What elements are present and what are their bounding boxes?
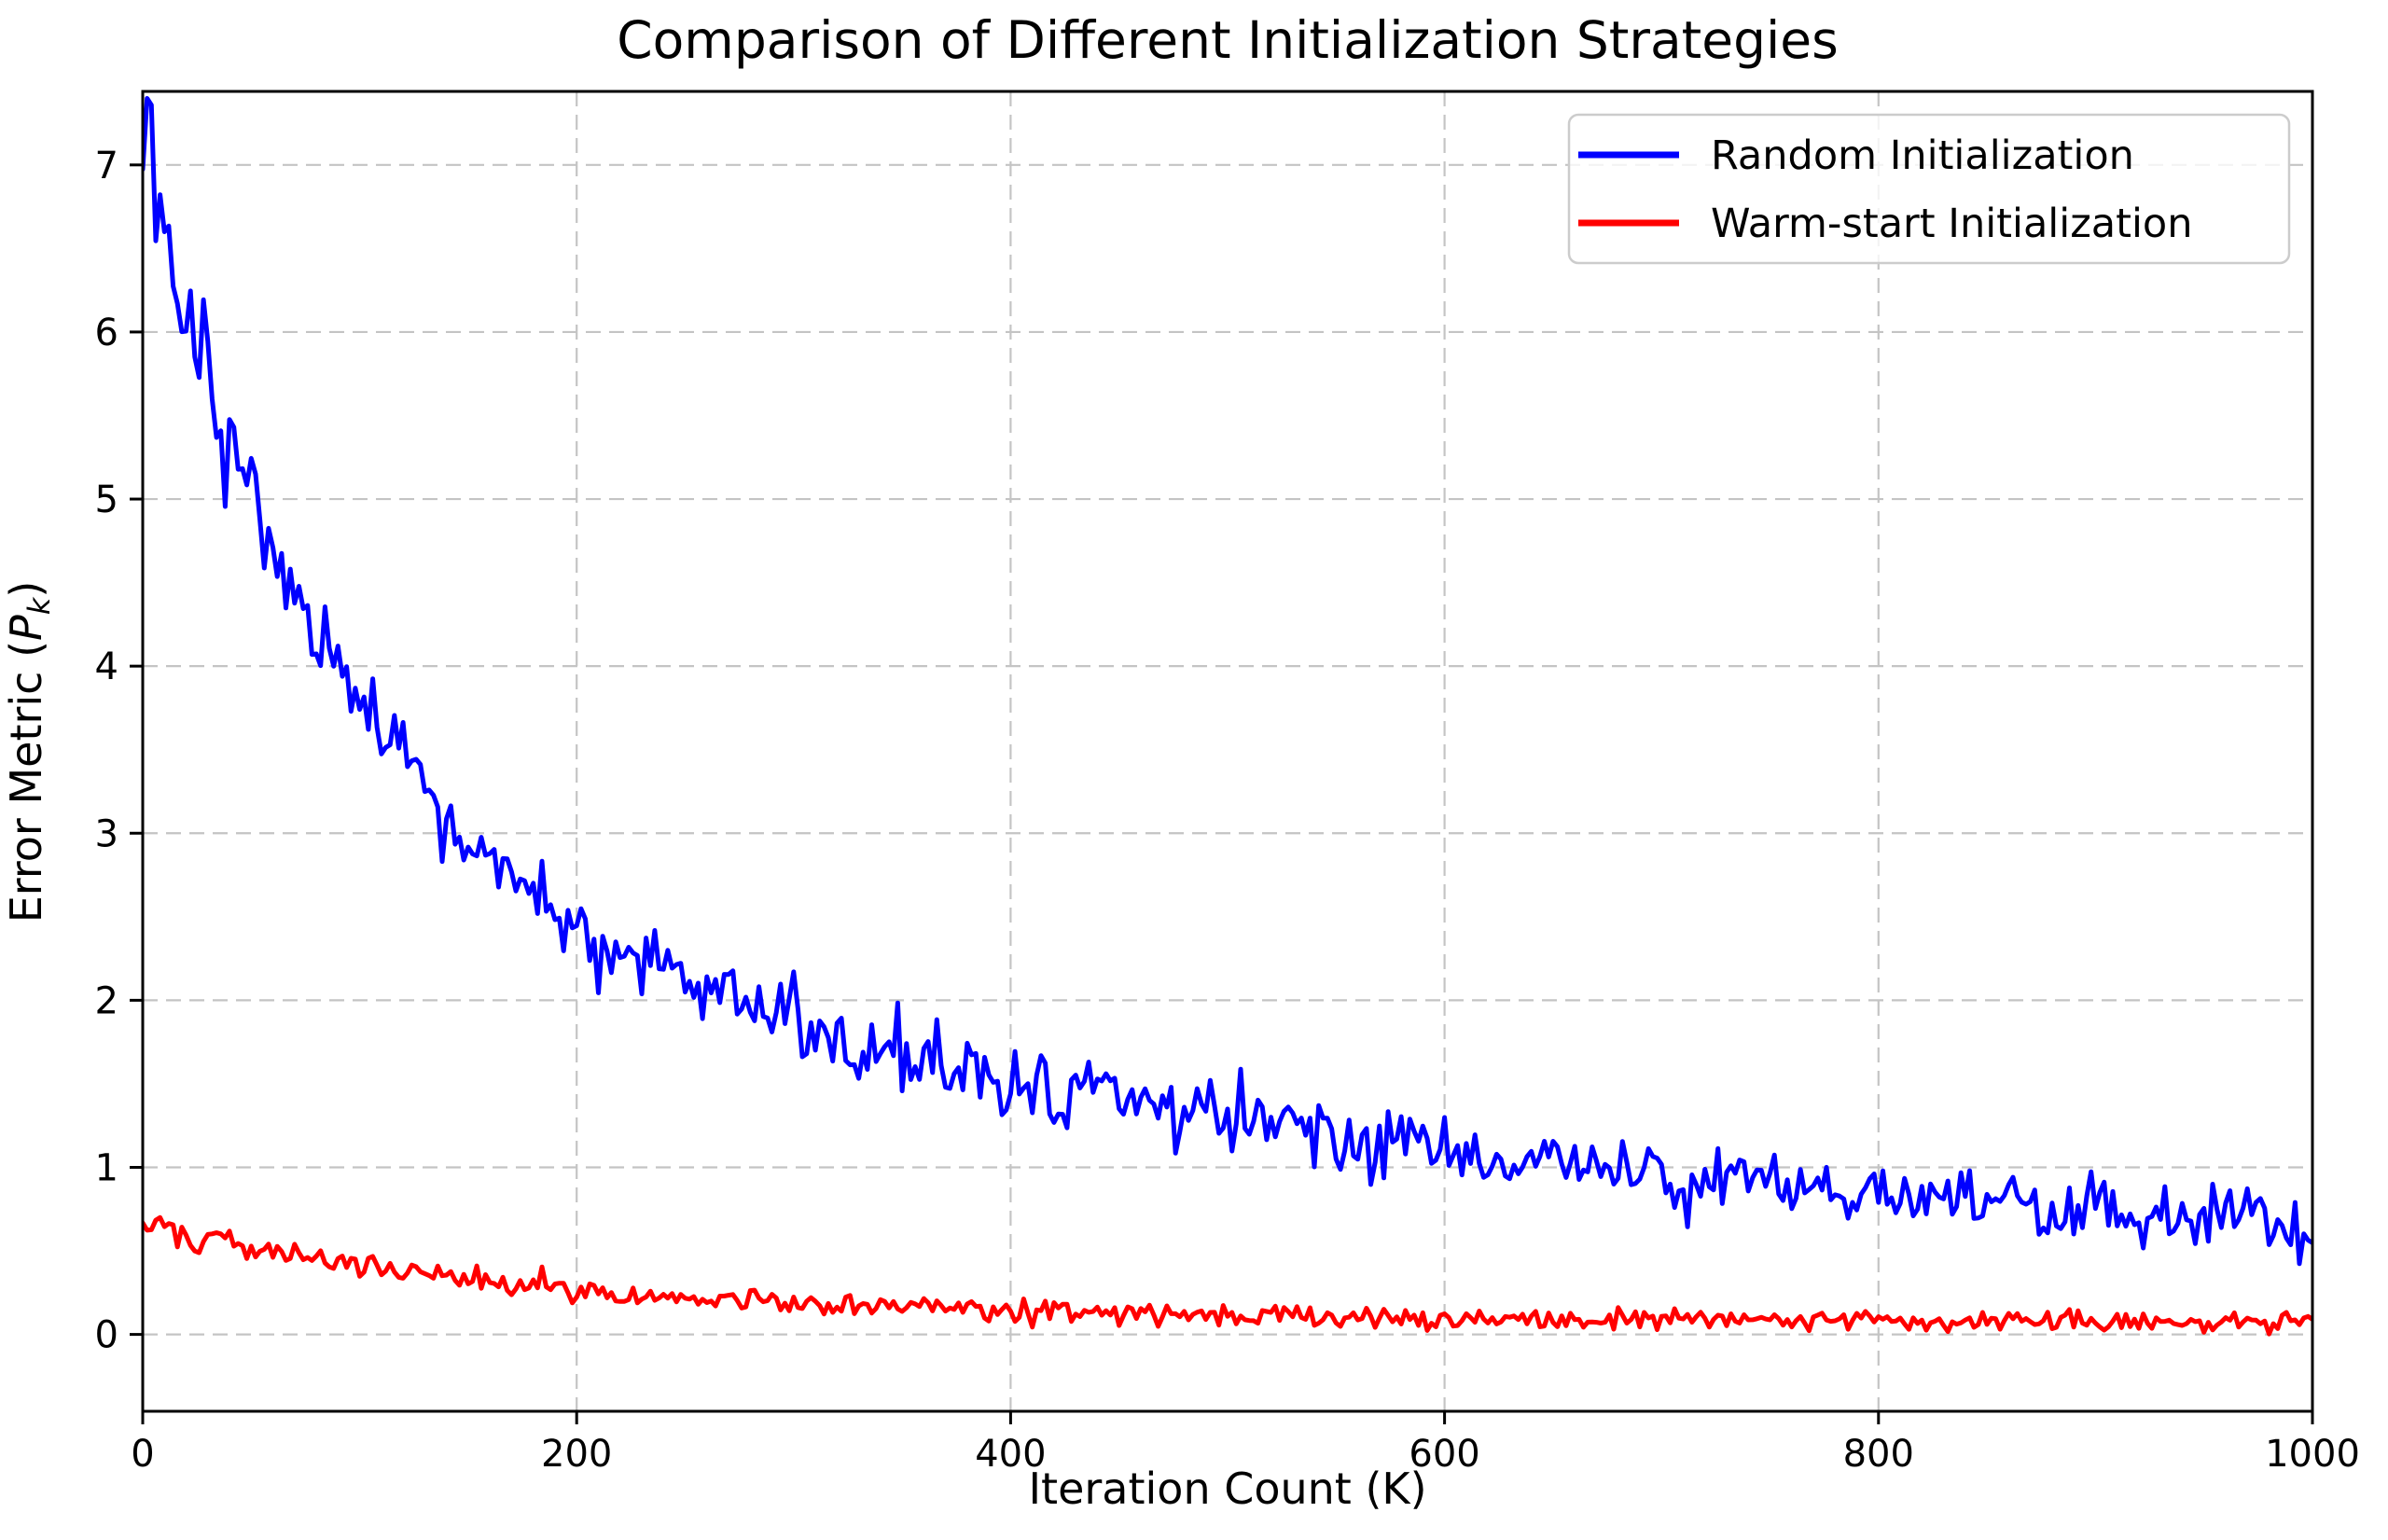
- y-tick-label: 7: [95, 145, 118, 187]
- legend: Random Initialization Warm-start Initial…: [1567, 113, 2291, 265]
- y-tick-label: 0: [95, 1314, 118, 1357]
- x-tick-label: 200: [541, 1433, 612, 1476]
- x-axis-label: Iteration Count (K): [1028, 1464, 1426, 1514]
- data-series: [143, 96, 2312, 1337]
- legend-label-warmstart: Warm-start Initialization: [1711, 201, 2192, 247]
- x-tick-label: 0: [131, 1433, 154, 1476]
- gridlines: [141, 91, 2314, 1411]
- y-axis-ticks: 0 1 2 3 4 5 6 7: [95, 145, 143, 1357]
- y-tick-label: 6: [95, 312, 118, 354]
- legend-box: [1567, 113, 2291, 265]
- y-tick-label: 1: [95, 1146, 118, 1189]
- plot-border: [141, 90, 2314, 1413]
- y-tick-label: 5: [95, 479, 118, 521]
- y-tick-label: 4: [95, 645, 118, 688]
- x-tick-label: 800: [1843, 1433, 1914, 1476]
- chart-title: Comparison of Different Initialization S…: [617, 10, 1839, 70]
- x-tick-label: 400: [975, 1433, 1046, 1476]
- y-tick-label: 3: [95, 812, 118, 855]
- y-tick-label: 2: [95, 979, 118, 1022]
- legend-label-random: Random Initialization: [1711, 132, 2134, 179]
- x-tick-label: 600: [1409, 1433, 1479, 1476]
- x-axis-ticks: 0 200 400 600 800 1000: [131, 1411, 2360, 1476]
- series-random-initialization: [143, 96, 2312, 1267]
- series-warm-start-initialization: [143, 1214, 2312, 1337]
- y-axis-label: Error Metric (Pk): [1, 581, 57, 923]
- x-tick-label: 1000: [2265, 1433, 2360, 1476]
